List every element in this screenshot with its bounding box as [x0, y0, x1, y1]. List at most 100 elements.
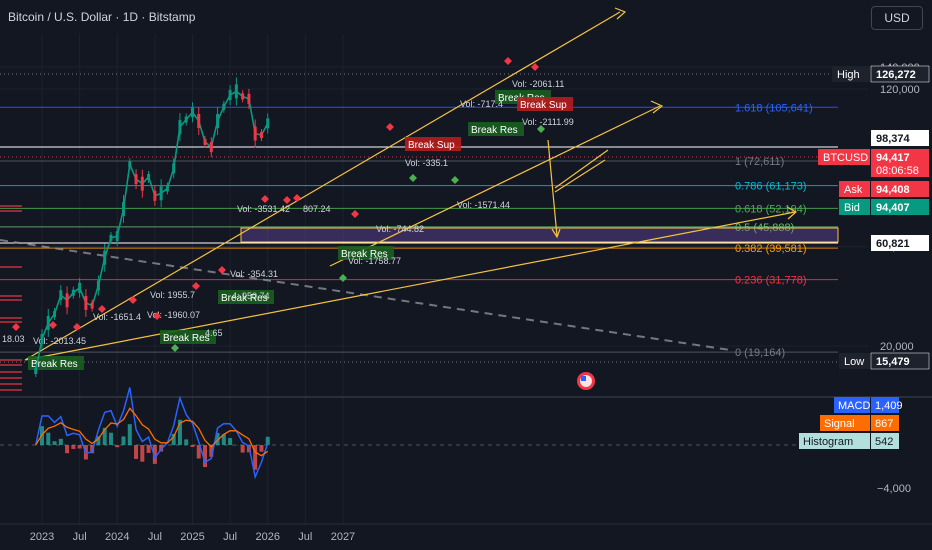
macd-histogram-bar — [96, 436, 101, 445]
fib-level-label: 1 (72,611) — [735, 156, 784, 168]
price-tag-name-high: High — [837, 69, 860, 81]
price-candle — [109, 234, 113, 241]
price-candle — [222, 103, 226, 110]
volume-label: Vol: -1651.4 — [93, 312, 141, 322]
macd-tag-name-histogram: Histogram — [803, 436, 853, 448]
macd-value-box-histogram — [871, 433, 899, 449]
signal-diamond — [451, 176, 459, 184]
macd-histogram-bar — [184, 439, 189, 445]
volume-label: Vol: -2061.11 — [512, 79, 564, 89]
macd-histogram-bar — [215, 432, 220, 445]
price-label-value-bid: 94,407 — [876, 202, 910, 214]
macd-histogram-bar — [65, 445, 70, 454]
price-candle — [65, 293, 69, 308]
channel-lower — [24, 211, 796, 361]
volume-label: 4.65 — [205, 328, 223, 338]
price-candle — [253, 126, 257, 141]
volume-label: Vol: -354.31 — [230, 269, 278, 279]
signal-diamond — [339, 274, 347, 282]
price-label-box-level2 — [871, 235, 929, 251]
macd-histogram-bar — [52, 441, 57, 445]
price-candle — [84, 295, 88, 310]
price-candle — [46, 315, 50, 330]
macd-tag-box-macd — [834, 397, 870, 413]
fib-level-label: 0 (19,164) — [735, 347, 785, 359]
macd-value-histogram: 542 — [875, 436, 893, 448]
macd-signal-line — [35, 407, 269, 457]
macd-histogram-bar — [71, 445, 76, 449]
break-res-label: Break Res — [471, 125, 518, 136]
signal-diamond — [12, 323, 20, 331]
us-flag-canton — [581, 376, 586, 381]
volume-label: Vol: -1960.07 — [147, 310, 200, 320]
price-candle — [209, 142, 213, 153]
macd-histogram-bar — [209, 445, 214, 457]
break-res-label: Break Res — [31, 359, 78, 370]
volume-label: Vol: 1955.7 — [150, 290, 195, 300]
channel-mid — [329, 105, 661, 267]
price-candle — [184, 116, 188, 123]
macd-tag-box-signal — [820, 415, 870, 431]
wedge-lower — [554, 159, 606, 193]
macd-line — [34, 387, 269, 480]
price-label-box-btcusd — [871, 149, 929, 177]
fib-level-label: 0.618 (52,194) — [735, 203, 807, 215]
macd-value-box-macd — [871, 397, 899, 413]
signal-diamond — [153, 312, 161, 320]
signal-diamond — [283, 196, 291, 204]
macd-tag-box-histogram — [799, 433, 870, 449]
price-candle — [247, 93, 251, 104]
price-label-box-low — [870, 352, 930, 370]
break-res-box — [160, 330, 216, 344]
macd-histogram-bar — [77, 445, 82, 449]
price-candle — [90, 302, 94, 309]
price-candle — [78, 282, 82, 293]
break-sup-box — [517, 97, 573, 111]
price-candle — [203, 138, 207, 145]
channel-arrowhead — [614, 7, 627, 20]
volume-label: 18.03 — [2, 334, 25, 344]
price-tag-box-low — [839, 353, 870, 369]
macd-histogram-bar — [127, 424, 132, 445]
macd-histogram-bar — [228, 438, 233, 445]
macd-histogram-bar — [265, 436, 270, 445]
currency-button[interactable]: USD — [871, 6, 923, 30]
macd-value-box-signal — [871, 415, 899, 431]
price-candle — [96, 280, 100, 291]
price-candle — [147, 173, 151, 180]
break-res-box — [218, 290, 274, 304]
price-candle — [159, 186, 163, 201]
macd-histogram-bar — [152, 445, 157, 464]
target-arrowhead — [551, 228, 561, 239]
price-label-value-ask: 94,408 — [876, 184, 910, 196]
x-tick-label: 2027 — [331, 531, 355, 543]
price-tag-name-bid: Bid — [844, 202, 860, 214]
y-tick-label: 120,000 — [880, 84, 920, 96]
signal-diamond — [218, 266, 226, 274]
fib-level-label: 0.236 (31,778) — [735, 275, 807, 287]
y-tick-label: 20,000 — [880, 341, 914, 353]
volume-label: Vol: -3531.42 — [237, 204, 290, 214]
macd-value-signal: 867 — [875, 418, 893, 430]
volume-label: Vol: -335.1 — [405, 158, 448, 168]
macd-histogram-bar — [115, 445, 120, 448]
price-candle — [128, 161, 132, 168]
macd-histogram-bar — [121, 436, 126, 445]
wedge-upper — [554, 149, 609, 189]
price-label-box-high — [870, 65, 930, 83]
macd-histogram-bar — [259, 445, 264, 452]
x-tick-label: Jul — [298, 531, 312, 543]
signal-diamond — [386, 123, 394, 131]
channel-upper — [24, 11, 621, 361]
x-tick-label: 2023 — [30, 531, 54, 543]
purple-zone-border — [240, 227, 839, 243]
price-candle — [53, 310, 57, 317]
x-tick-label: 2026 — [255, 531, 279, 543]
macd-histogram-bar — [203, 445, 208, 468]
price-label-box-level — [871, 130, 929, 146]
mid-arrowhead — [650, 100, 664, 114]
price-series-line — [34, 90, 269, 372]
signal-diamond — [537, 125, 545, 133]
price-candle — [140, 176, 144, 191]
